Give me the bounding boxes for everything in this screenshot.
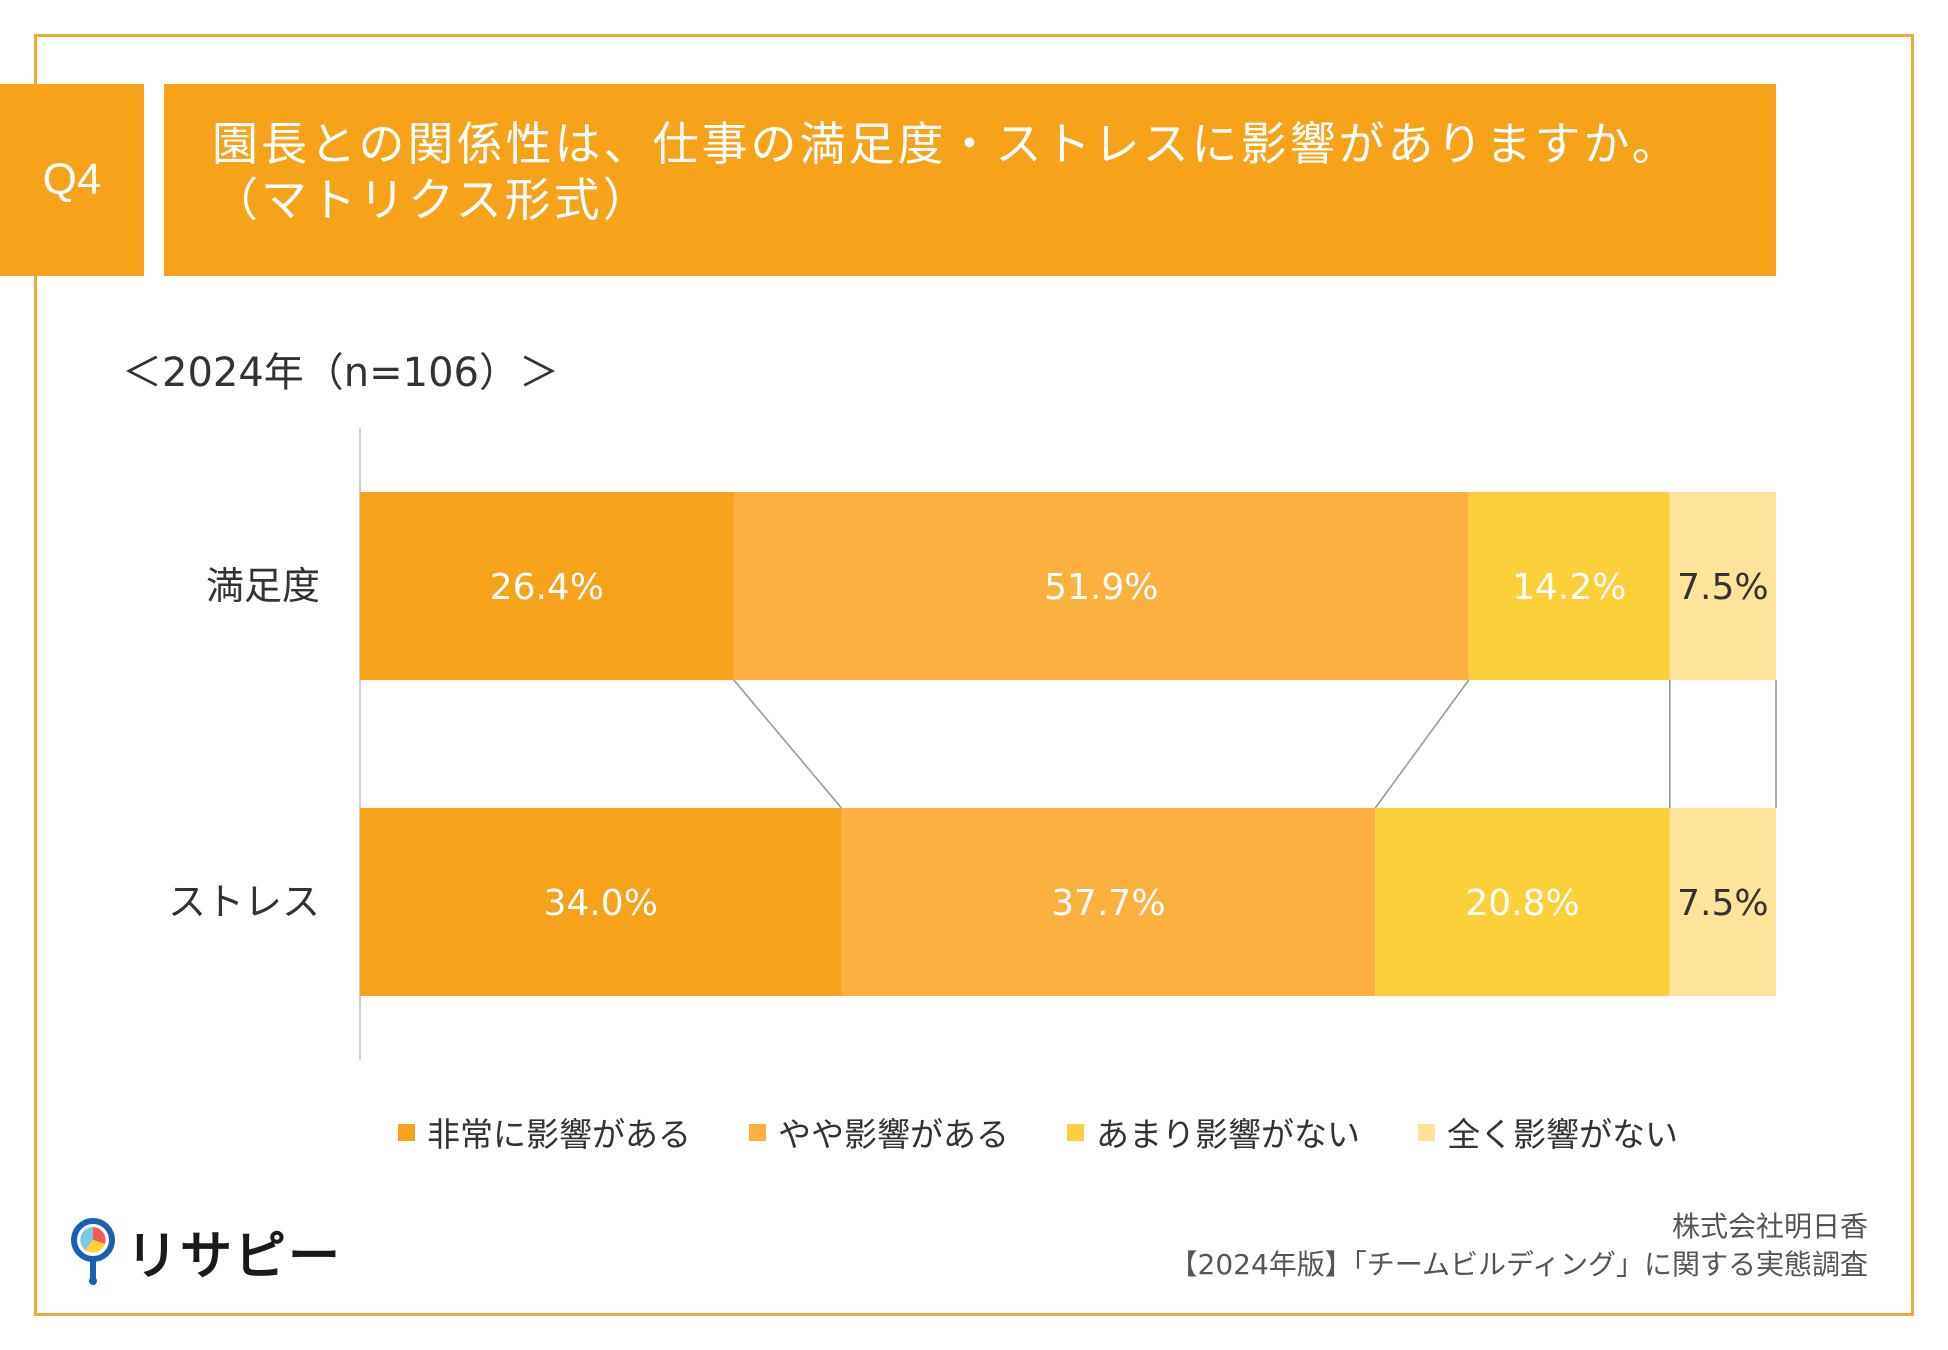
data-label: 7.5% [1677,567,1768,608]
legend-item: あまり影響がない [1067,1108,1360,1156]
legend-swatch [1418,1123,1435,1141]
question-number-badge: Q4 [0,84,144,276]
data-label: 7.5% [1677,883,1768,924]
legend-item: やや影響がある [749,1108,1009,1156]
question-number: Q4 [42,155,102,204]
data-label: 51.9% [1044,567,1158,608]
legend-item: 非常に影響がある [398,1108,691,1156]
series-connector-line [1374,679,1470,809]
legend-swatch [398,1123,415,1141]
bar-segment [1375,808,1670,996]
source-credit: 株式会社明日香 【2024年版】「チームビルディング」に関する実態調査 [1170,1208,1868,1284]
legend-swatch [749,1123,766,1141]
chart-legend: 非常に影響がある やや影響がある あまり影響がない 全く影響がない [398,1108,1736,1156]
credit-company: 株式会社明日香 [1671,1210,1868,1243]
data-label: 14.2% [1512,567,1626,608]
bar-segment [360,808,842,996]
data-label: 20.8% [1465,883,1579,924]
credit-survey: 【2024年版】「チームビルディング」に関する実態調査 [1169,1248,1868,1281]
bar-segment [841,808,1376,996]
chart-subtitle: ＜2024年（n=106）＞ [122,350,560,396]
data-label: 34.0% [544,883,658,924]
bar-segment [1468,492,1670,680]
data-label: 37.7% [1051,883,1165,924]
map-pin-icon [71,1217,115,1285]
stacked-bar-chart: 満足度 26.4% 51.9% 14.2% 7.5% ストレス 34.0% 37.7% 20.8… [168,428,1777,1060]
question-title-line1: 園長との関係性は、仕事の満足度・ストレスに影響がありますか。 [212,117,1681,171]
question-title: 園長との関係性は、仕事の満足度・ストレスに影響がありますか。 （マトリクス形式） [164,84,1776,276]
logo-text: リサピー [126,1227,343,1287]
category-label: 満足度 [206,564,320,608]
legend-swatch [1067,1123,1084,1141]
data-label: 26.4% [490,567,604,608]
question-title-line2: （マトリクス形式） [212,173,652,227]
series-connector-line [733,679,843,809]
bar-segment [733,492,1469,680]
legend-item: 全く影響がない [1418,1108,1678,1156]
legend-label: やや影響がある [778,1115,1009,1154]
category-label: ストレス [168,880,320,924]
legend-label: あまり影響がない [1096,1115,1360,1154]
legend-label: 非常に影響がある [427,1115,691,1154]
brand-logo: リサピー [70,1214,342,1289]
slide-frame [34,34,1914,1316]
legend-label: 全く影響がない [1447,1115,1678,1154]
bar-segment [360,492,734,680]
bar-segment [1669,492,1776,680]
bar-segment [1669,808,1776,996]
